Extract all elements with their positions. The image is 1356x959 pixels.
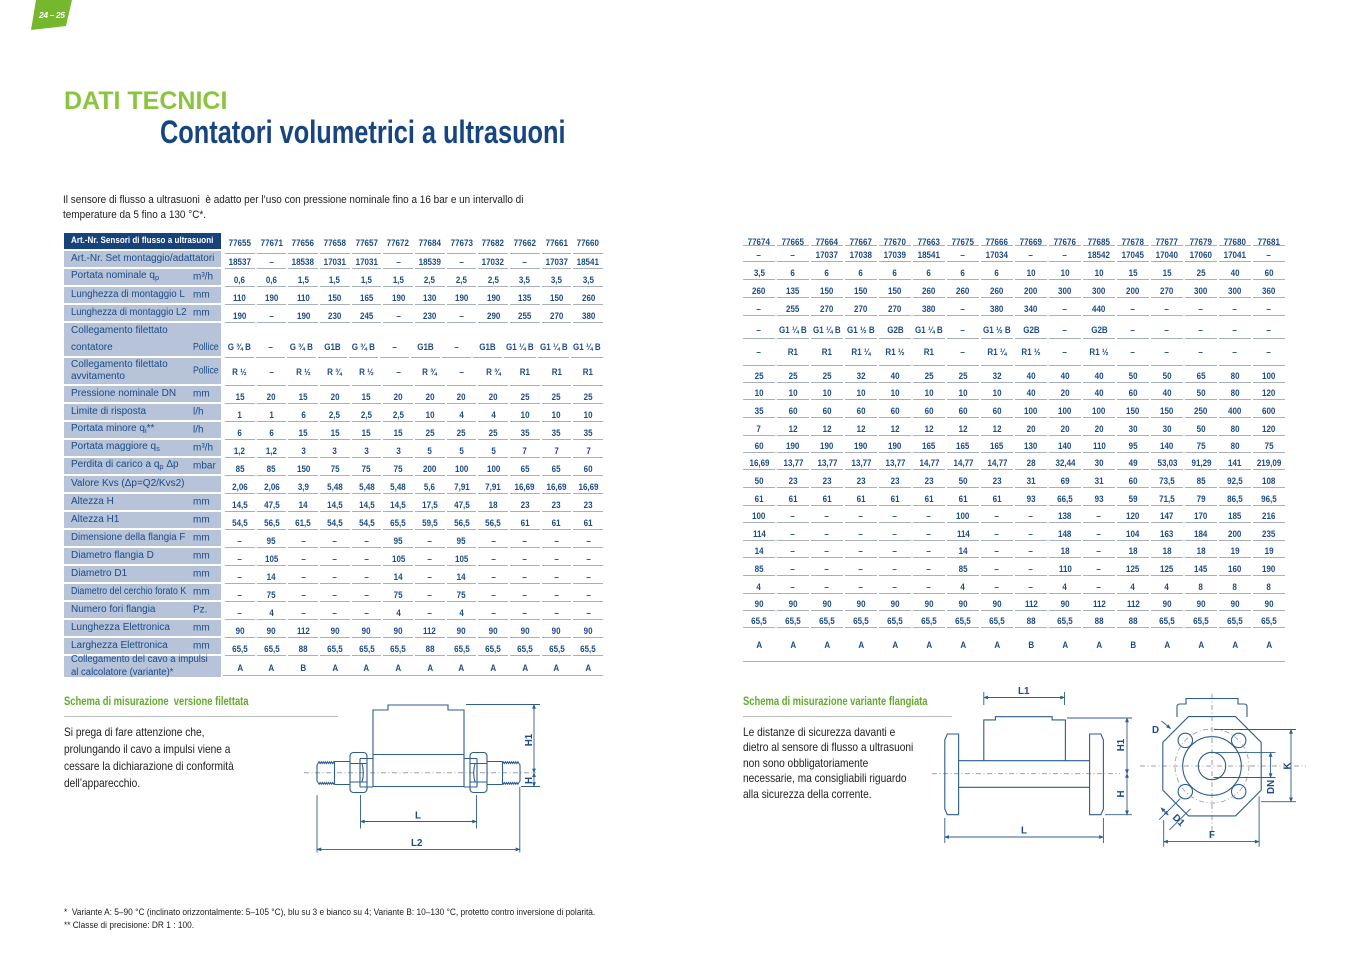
svg-text:H: H	[524, 777, 535, 784]
svg-text:24 – 25: 24 – 25	[38, 10, 65, 20]
svg-text:H1: H1	[524, 733, 535, 746]
svg-text:L1: L1	[1018, 686, 1030, 697]
svg-text:K: K	[1283, 762, 1294, 769]
svg-text:L2: L2	[411, 838, 423, 849]
svg-text:L: L	[1021, 826, 1027, 837]
svg-text:H: H	[1116, 790, 1127, 797]
svg-text:F: F	[1209, 830, 1215, 841]
svg-text:L: L	[415, 811, 421, 822]
svg-text:DN: DN	[1266, 780, 1277, 794]
svg-text:D: D	[1152, 725, 1159, 736]
svg-text:H1: H1	[1116, 738, 1127, 751]
